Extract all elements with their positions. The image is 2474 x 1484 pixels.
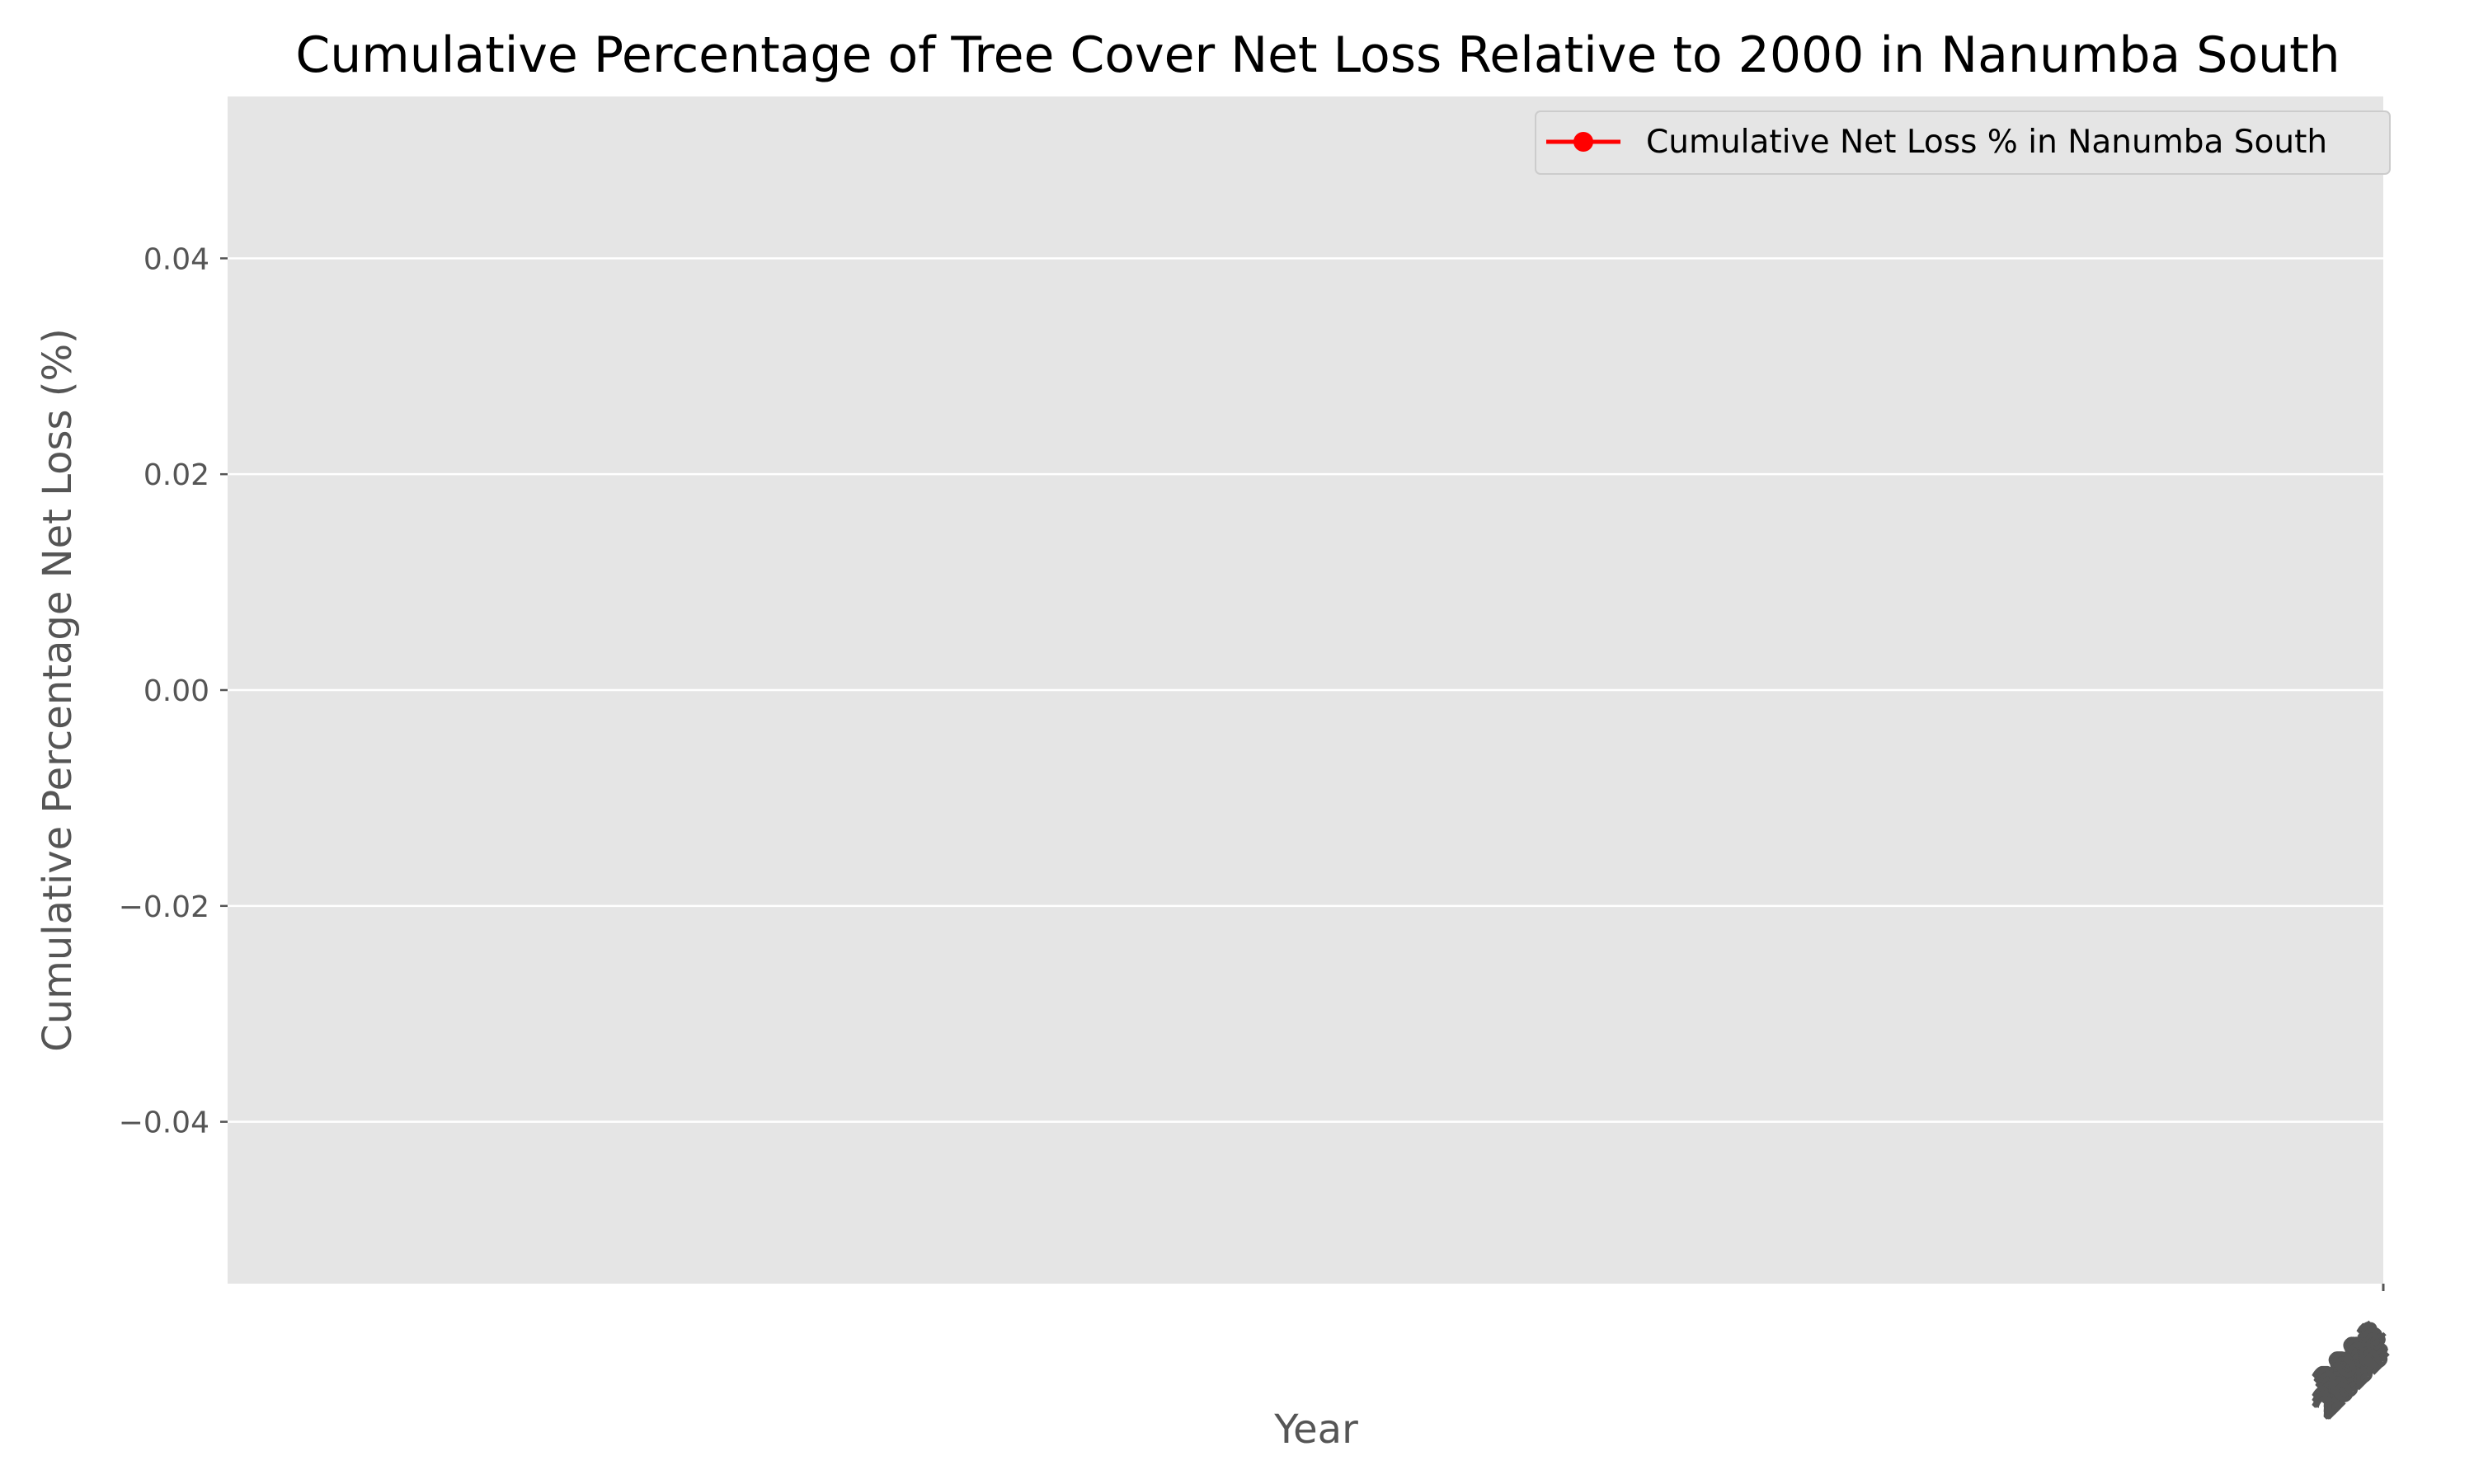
y-axis-label: Cumulative Percentage Net Loss (%) (35, 328, 81, 1052)
y-tick-label-2: 0.00 (143, 674, 209, 708)
x-axis-ticks: 2001200220032004200520062007200820092010… (2307, 1284, 2396, 1426)
grid-lines (228, 257, 2383, 1123)
y-tick-label-0: 0.04 (143, 242, 209, 276)
legend: Cumulative Net Loss % in Nanumba South (1535, 110, 2391, 175)
legend-box (1535, 110, 2391, 175)
chart-title: Cumulative Percentage of Tree Cover Net … (295, 26, 2340, 84)
y-tick-label-4: −0.04 (119, 1106, 209, 1140)
legend-marker (1573, 132, 1593, 152)
y-tick-label-3: −0.02 (119, 890, 209, 924)
x-axis-label: Year (1273, 1407, 1358, 1453)
y-tick-label-1: 0.02 (143, 458, 209, 492)
legend-label: Cumulative Net Loss % in Nanumba South (1646, 124, 2327, 161)
y-axis-ticks: 0.04 0.02 0.00 −0.02 −0.04 (119, 242, 228, 1140)
